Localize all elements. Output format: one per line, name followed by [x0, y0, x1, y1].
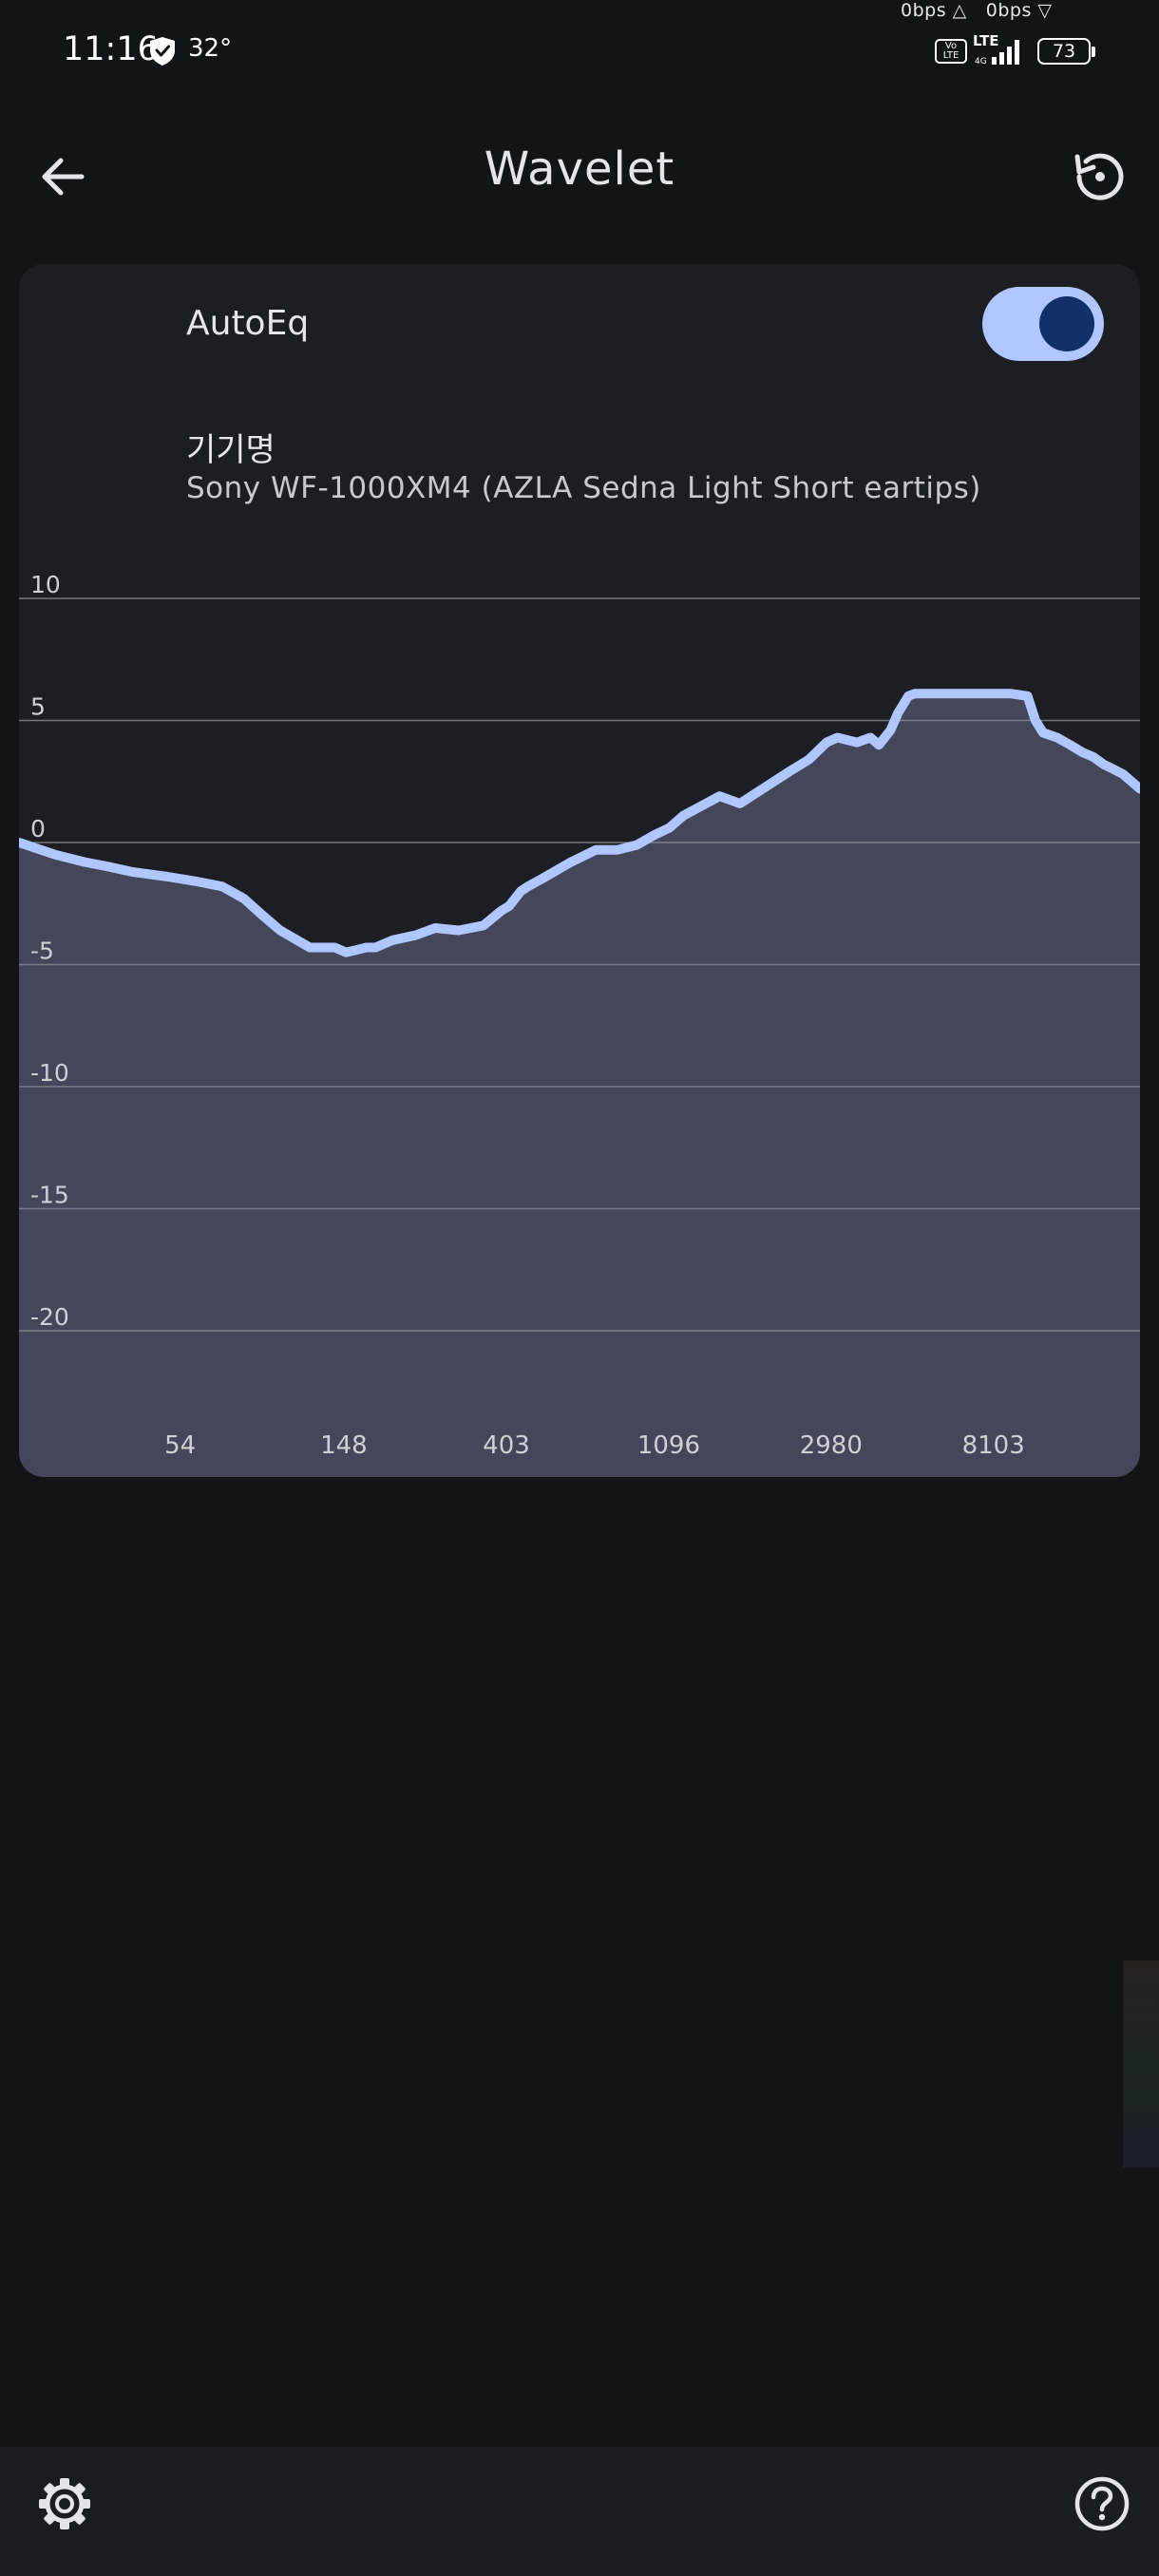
autoeq-card: 10 5 0 -5 -10 -15 -20 54 148 403 1096 2980 8103 Auto…: [19, 264, 1140, 1477]
eq-response-chart: 10 5 0 -5 -10 -15 -20 54 148 403 1096 2980 8103: [19, 571, 1140, 1477]
status-bar: 0bps △ 0bps ▽ 11:16 32° Vo LTE LTE 4G 73: [0, 0, 1159, 95]
download-speed: 0bps ▽: [985, 0, 1053, 21]
y-tick-label: -5: [30, 938, 54, 965]
y-tick-label: 5: [30, 693, 46, 721]
restore-icon[interactable]: [1066, 142, 1134, 211]
y-tick-label: -20: [30, 1303, 69, 1331]
response-area-fill: [19, 693, 1140, 1477]
x-tick-label: 148: [320, 1431, 368, 1460]
device-name-label: 기기명: [186, 431, 276, 469]
volte-icon: Vo LTE: [935, 39, 967, 64]
y-tick-label: -10: [30, 1059, 69, 1087]
network-type: LTE: [973, 32, 999, 49]
x-tick-label: 403: [483, 1431, 530, 1460]
signal-indicator: LTE 4G: [973, 32, 1030, 66]
y-tick-label: -15: [30, 1182, 69, 1209]
x-tick-label: 1096: [637, 1431, 700, 1460]
page-title: Wavelet: [484, 142, 675, 196]
device-name-value[interactable]: Sony WF-1000XM4 (AZLA Sedna Light Short …: [186, 471, 981, 505]
y-tick-label: 0: [30, 815, 46, 843]
shield-icon: [150, 37, 175, 66]
status-temperature: 32°: [188, 34, 233, 63]
upload-speed: 0bps △: [901, 0, 967, 21]
app-bar: Wavelet: [0, 114, 1159, 228]
edge-panel-handle[interactable]: [1123, 1960, 1159, 2168]
x-tick-label: 8103: [962, 1431, 1025, 1460]
response-curve: [19, 689, 1140, 957]
help-circle-icon[interactable]: [1072, 2473, 1132, 2534]
toggle-knob: [1039, 296, 1094, 351]
network-speed-indicator: 0bps △ 0bps ▽: [901, 0, 1072, 21]
bottom-bar: [0, 2447, 1159, 2576]
autoeq-toggle-label: AutoEq: [186, 304, 310, 343]
gear-icon[interactable]: [34, 2473, 95, 2534]
y-tick-label: 10: [30, 571, 61, 598]
svg-text:4G: 4G: [975, 57, 987, 66]
status-time: 11:16: [63, 30, 159, 68]
x-tick-label: 2980: [800, 1431, 863, 1460]
signal-icon: 4G: [975, 40, 1019, 66]
x-tick-label: 54: [164, 1431, 196, 1460]
battery-icon: 73: [1037, 38, 1095, 65]
autoeq-toggle[interactable]: [982, 287, 1104, 361]
arrow-back-icon[interactable]: [28, 142, 97, 211]
